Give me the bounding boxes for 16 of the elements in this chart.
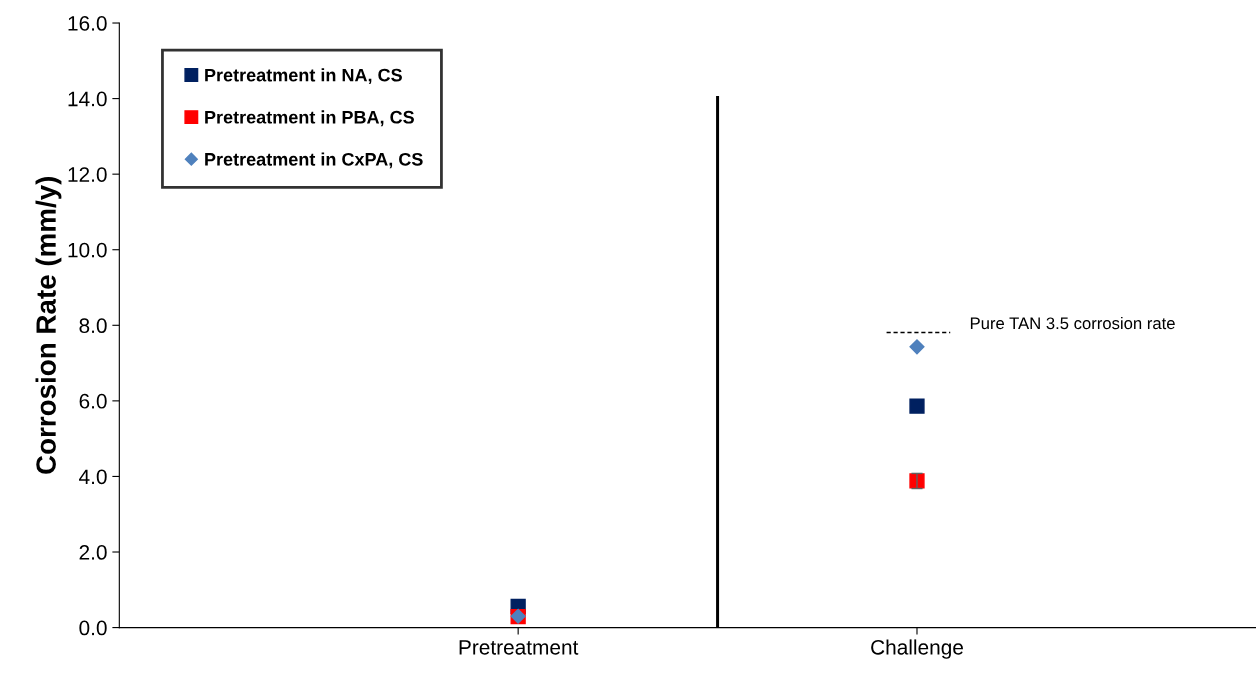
legend-label: Pretreatment in NA, CS	[205, 68, 402, 85]
y-tick-label: 14.0	[68, 91, 107, 107]
y-tick-label: 2.0	[79, 545, 107, 560]
y-tick-label: 16.0	[68, 16, 107, 31]
legend-label: Pretreatment in PBA, CS	[205, 110, 414, 127]
y-tick-label: 0.0	[79, 620, 107, 636]
x-tick-label: Pretreatment	[459, 640, 579, 655]
y-axis-title: Corrosion Rate (mm/y)	[35, 176, 62, 474]
legend-label: Pretreatment in CxPA, CS	[205, 152, 423, 169]
y-tick-label: 6.0	[79, 393, 107, 409]
y-tick-label: 12.0	[68, 167, 107, 182]
y-tick-label: 10.0	[68, 242, 107, 258]
x-tick-label: Challenge	[871, 639, 963, 659]
y-tick-label: 4.0	[79, 469, 107, 485]
ref-line-label: Pure TAN 3.5 corrosion rate	[970, 316, 1175, 330]
y-tick-label: 8.0	[79, 318, 107, 334]
